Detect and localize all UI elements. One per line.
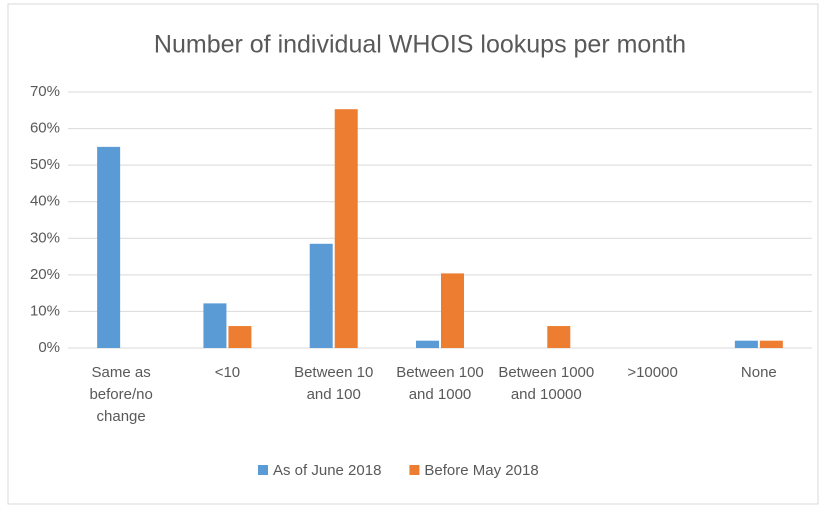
bar <box>547 326 571 348</box>
x-tick-label: Between 1000 and 10000 <box>498 364 595 403</box>
y-tick-label: 40% <box>30 193 60 210</box>
chart-title: Number of individual WHOIS lookups per m… <box>154 31 686 59</box>
bar <box>441 273 464 348</box>
y-tick-label: 50% <box>30 156 60 173</box>
y-tick-label: 10% <box>30 302 60 319</box>
bar <box>228 326 252 348</box>
y-tick-label: 70% <box>30 83 60 100</box>
chart-border <box>7 3 819 505</box>
y-tick-label: 30% <box>30 229 60 246</box>
bar <box>759 340 783 348</box>
legend-label: Before May 2018 <box>424 462 538 479</box>
x-tick-label: Same as before/no change <box>89 364 153 425</box>
legend-swatch <box>409 465 420 475</box>
y-tick-label: 60% <box>30 120 60 137</box>
bar <box>203 303 227 348</box>
bar <box>734 340 758 348</box>
x-tick-label: None <box>740 364 777 381</box>
y-tick-label: 20% <box>30 266 60 283</box>
bar <box>97 146 121 348</box>
legend-swatch <box>258 465 268 475</box>
x-tick-label: >10000 <box>627 364 678 381</box>
x-tick-label: Between 100 and 1000 <box>396 364 484 403</box>
y-tick-label: 0% <box>38 339 60 356</box>
bar <box>309 243 333 348</box>
bar <box>334 109 358 348</box>
legend-label: As of June 2018 <box>273 462 381 479</box>
x-tick-label: Between 10 and 100 <box>294 364 374 403</box>
x-tick-label: <10 <box>214 364 241 381</box>
bar <box>416 340 439 348</box>
